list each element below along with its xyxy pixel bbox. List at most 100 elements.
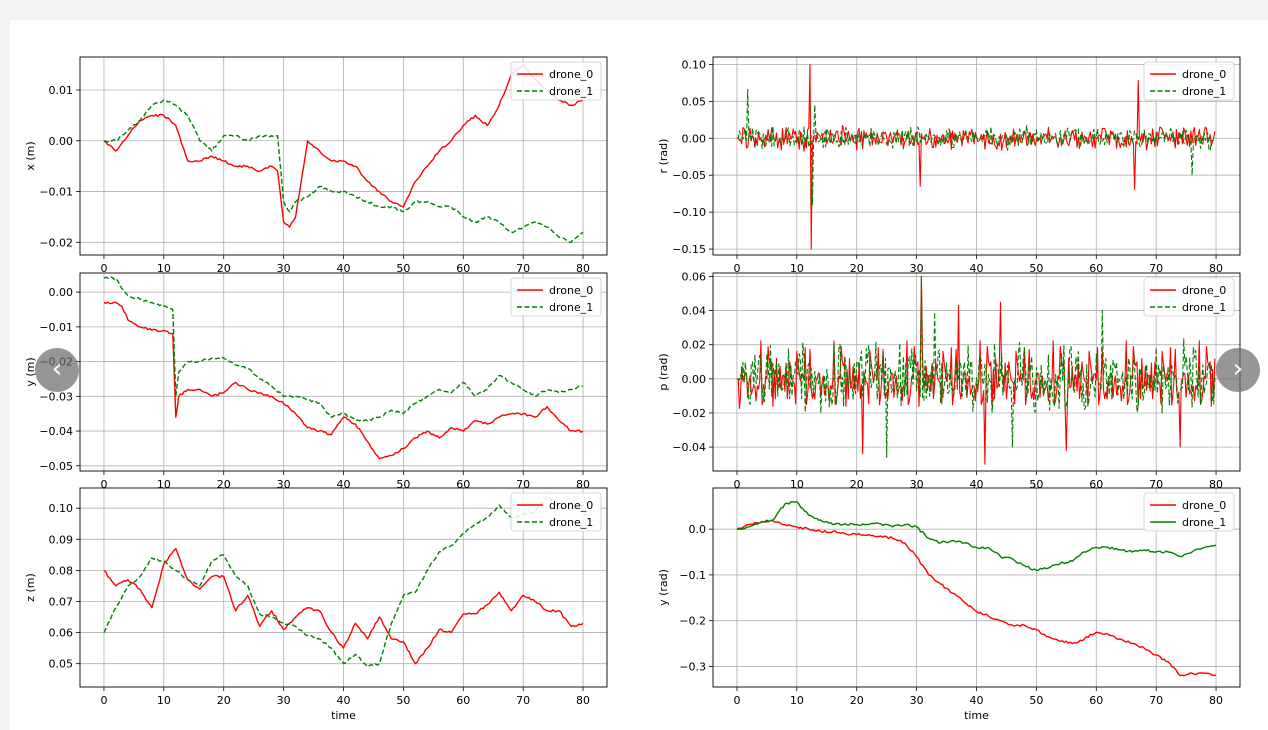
y-tick-label: −0.10 [672, 206, 706, 219]
legend: drone_0 drone_1 [510, 61, 602, 101]
y-tick-label: 0.09 [49, 533, 74, 546]
series-line-drone_0 [103, 63, 584, 228]
legend-label-drone_0: drone_0 [1182, 499, 1226, 512]
x-tick-label: 30 [277, 694, 291, 707]
x-tick-label: 80 [576, 694, 590, 707]
y-tick-label: −0.2 [679, 615, 706, 628]
x-tick-label: 10 [790, 694, 804, 707]
series-line-drone_1 [736, 501, 1217, 572]
y-axis-label: r (rad) [657, 139, 670, 174]
series-line-drone_1 [737, 88, 1216, 206]
y-tick-label: −0.01 [39, 186, 73, 199]
series-line-drone_0 [736, 519, 1217, 677]
legend-label-drone_1: drone_1 [549, 301, 593, 314]
y-tick-label: −0.04 [39, 425, 73, 438]
subplot-y: 01020304050607080−0.05−0.04−0.03−0.02−0.… [24, 272, 608, 506]
series-line-drone_1 [103, 99, 584, 243]
plot-frame [79, 487, 608, 688]
x-tick-label: 80 [576, 262, 590, 275]
plot-frame [712, 487, 1241, 688]
x-tick-label: 10 [157, 262, 171, 275]
plot-frame [79, 56, 608, 256]
x-tick-label: 60 [1089, 262, 1103, 275]
y-axis-label: p (rad) [657, 353, 670, 390]
legend-label-drone_0: drone_0 [549, 68, 593, 81]
subplot-yaw: 0 10 20 30 40 50 60 70 80 −0.3 −0.2 −0.1 0.0 time y (r… [657, 487, 1241, 722]
x-tick-label: 0 [733, 262, 740, 275]
legend-label-drone_0: drone_0 [1182, 284, 1226, 297]
legend-label-drone_1: drone_1 [1182, 301, 1226, 314]
y-tick-label: 0.0 [689, 523, 707, 536]
series-line-drone_1 [737, 275, 1216, 458]
series-group [103, 495, 584, 668]
x-tick-label: 0 [733, 478, 740, 491]
subplot-z: 0 10 20 30 40 50 60 70 80 0.05 0.06 0.07 0.08 0.09 0.1… [24, 487, 608, 722]
y-tick-label: −0.02 [39, 236, 73, 249]
legend-label-drone_0: drone_0 [549, 284, 593, 297]
previous-image-button[interactable]: ‹ [35, 348, 79, 392]
x-tick-label: 30 [910, 262, 924, 275]
x-tick-label: 20 [217, 694, 231, 707]
legend-label-drone_0: drone_0 [549, 499, 593, 512]
x-tick-label: 70 [516, 694, 530, 707]
y-tick-label: −0.05 [672, 169, 706, 182]
x-tick-label: 20 [850, 262, 864, 275]
y-tick-label: 0.00 [682, 373, 707, 386]
y-tick-label: 0.06 [682, 270, 707, 283]
x-tick-label: 80 [1209, 262, 1223, 275]
series-group [103, 276, 584, 460]
x-axis-label: time [331, 709, 356, 722]
y-tick-label: 0.07 [49, 595, 74, 608]
y-tick-label: 0.00 [49, 135, 74, 148]
x-tick-label: 70 [1149, 694, 1163, 707]
y-axis-label: z (m) [24, 573, 37, 602]
x-tick-label: 0 [733, 694, 740, 707]
y-tick-label: −0.3 [679, 660, 706, 673]
x-tick-label: 60 [456, 262, 470, 275]
y-tick-label: 0.10 [49, 502, 74, 515]
y-tick-label: −0.01 [39, 321, 73, 334]
y-tick-label: −0.02 [672, 407, 706, 420]
x-tick-label: 50 [396, 262, 410, 275]
legend-label-drone_1: drone_1 [1182, 85, 1226, 98]
legend-label-drone_1: drone_1 [1182, 516, 1226, 529]
y-axis-label: y (rad) [657, 569, 670, 606]
series-group [737, 275, 1216, 465]
x-tick-label: 40 [337, 694, 351, 707]
plot-frame [79, 272, 608, 472]
series-line-drone_0 [103, 547, 584, 665]
x-tick-label: 60 [1089, 694, 1103, 707]
y-tick-label: 0.08 [49, 564, 74, 577]
series-line-drone_1 [103, 276, 584, 422]
x-tick-label: 60 [456, 694, 470, 707]
y-tick-label: 0.05 [49, 658, 74, 671]
x-tick-label: 30 [277, 262, 291, 275]
y-tick-label: 0.04 [682, 305, 707, 318]
x-tick-label: 80 [1209, 694, 1223, 707]
x-tick-label: 0 [100, 694, 107, 707]
y-tick-label: 0.00 [49, 286, 74, 299]
legend-label-drone_1: drone_1 [549, 516, 593, 529]
y-tick-label: 0.06 [49, 627, 74, 640]
chevron-left-icon: ‹ [51, 353, 63, 384]
legend: drone_0 drone_1 [1143, 277, 1235, 317]
x-tick-label: 40 [970, 694, 984, 707]
x-tick-label: 50 [396, 694, 410, 707]
y-tick-label: −0.05 [39, 460, 73, 473]
chevron-right-icon: › [1232, 353, 1244, 384]
x-tick-label: 20 [850, 694, 864, 707]
figure: 01020304050607080−0.02−0.010.000.01timex… [24, 56, 1241, 722]
y-tick-label: 0.05 [682, 95, 707, 108]
y-tick-label: −0.04 [672, 441, 706, 454]
y-axis-label: y (m) [24, 357, 37, 386]
series-group [103, 63, 584, 243]
x-tick-label: 0 [100, 262, 107, 275]
x-tick-label: 0 [100, 478, 107, 491]
subplot-x: 01020304050607080−0.02−0.010.000.01timex… [24, 56, 608, 290]
x-tick-label: 10 [157, 694, 171, 707]
x-tick-label: 50 [1029, 694, 1043, 707]
next-image-button[interactable]: › [1216, 348, 1260, 392]
plot-frame [712, 56, 1241, 256]
y-axis-label: x (m) [24, 141, 37, 170]
y-tick-label: −0.1 [679, 569, 706, 582]
